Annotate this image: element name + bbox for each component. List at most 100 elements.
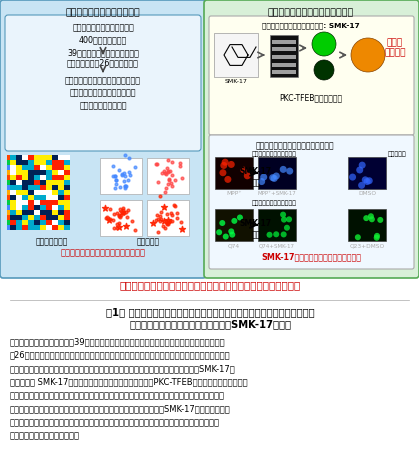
- Circle shape: [219, 220, 225, 226]
- Bar: [28, 200, 34, 205]
- Bar: [7, 185, 10, 190]
- Text: Q74: Q74: [228, 243, 240, 248]
- Point: [153, 217, 159, 224]
- Circle shape: [220, 162, 228, 169]
- Circle shape: [244, 172, 251, 179]
- Text: 主成分分析: 主成分分析: [137, 237, 160, 246]
- Point: [165, 218, 172, 225]
- Circle shape: [286, 216, 292, 222]
- Circle shape: [363, 215, 369, 221]
- Bar: [64, 155, 70, 160]
- Bar: [52, 225, 58, 230]
- Point: [127, 171, 134, 178]
- Point: [118, 212, 124, 219]
- Point: [172, 202, 179, 209]
- Point: [163, 164, 170, 171]
- Bar: [10, 205, 16, 210]
- Bar: [16, 160, 22, 165]
- Bar: [272, 47, 296, 50]
- Bar: [40, 185, 46, 190]
- Bar: [46, 190, 52, 195]
- Bar: [272, 63, 296, 67]
- Bar: [58, 205, 64, 210]
- Bar: [10, 175, 16, 180]
- FancyBboxPatch shape: [204, 0, 419, 278]
- Point: [116, 206, 123, 213]
- Text: オート
ファジー: オート ファジー: [384, 38, 406, 58]
- Point: [116, 211, 123, 218]
- Bar: [34, 195, 40, 200]
- Circle shape: [228, 161, 235, 168]
- Bar: [16, 155, 22, 160]
- Bar: [52, 220, 58, 225]
- Text: MPP⁺+SMK-17: MPP⁺+SMK-17: [258, 191, 296, 196]
- Point: [166, 217, 173, 225]
- Point: [172, 176, 178, 183]
- Bar: [10, 180, 16, 185]
- Point: [106, 206, 113, 213]
- Point: [119, 171, 125, 179]
- Bar: [7, 205, 10, 210]
- Bar: [147, 200, 189, 236]
- Point: [160, 218, 167, 225]
- Bar: [46, 180, 52, 185]
- Point: [158, 209, 165, 216]
- Point: [116, 183, 123, 190]
- Point: [163, 170, 170, 177]
- Circle shape: [237, 215, 243, 220]
- Point: [114, 220, 120, 227]
- Bar: [58, 225, 64, 230]
- Point: [153, 161, 159, 168]
- Point: [120, 210, 127, 217]
- Bar: [258, 157, 296, 189]
- Point: [102, 205, 109, 212]
- Point: [111, 210, 117, 217]
- Bar: [52, 165, 58, 170]
- Bar: [100, 200, 142, 236]
- Bar: [22, 195, 28, 200]
- Bar: [64, 185, 70, 190]
- Bar: [34, 220, 40, 225]
- Bar: [64, 205, 70, 210]
- Point: [169, 212, 176, 219]
- Point: [161, 203, 168, 211]
- Text: 「ケミカルバイオロジー」の手法で
オートファジー誘導パターンを
網羅的にプロファイル: 「ケミカルバイオロジー」の手法で オートファジー誘導パターンを 網羅的にプロファ…: [65, 76, 141, 110]
- Point: [123, 223, 130, 230]
- Bar: [214, 33, 258, 77]
- Circle shape: [220, 169, 226, 176]
- Bar: [10, 210, 16, 215]
- Point: [119, 209, 126, 216]
- Bar: [22, 215, 28, 220]
- Bar: [22, 155, 28, 160]
- Bar: [46, 165, 52, 170]
- Circle shape: [312, 32, 336, 56]
- Circle shape: [359, 162, 366, 169]
- Point: [126, 168, 132, 176]
- Bar: [58, 215, 64, 220]
- Point: [119, 170, 126, 177]
- Bar: [28, 170, 34, 175]
- Point: [107, 216, 114, 223]
- Point: [179, 174, 186, 181]
- Bar: [16, 200, 22, 205]
- Bar: [22, 190, 28, 195]
- Bar: [22, 205, 28, 210]
- Circle shape: [364, 178, 371, 185]
- Circle shape: [286, 167, 293, 175]
- Point: [117, 213, 124, 220]
- FancyBboxPatch shape: [209, 135, 414, 269]
- Text: PKC-TFEB経路を活性化: PKC-TFEB経路を活性化: [279, 93, 343, 102]
- Point: [129, 218, 135, 225]
- Bar: [16, 215, 22, 220]
- FancyBboxPatch shape: [5, 15, 201, 151]
- Bar: [215, 209, 253, 241]
- Point: [161, 224, 168, 231]
- Point: [123, 182, 129, 189]
- Bar: [22, 180, 28, 185]
- Point: [174, 209, 181, 216]
- Bar: [46, 200, 52, 205]
- Circle shape: [222, 159, 229, 166]
- Text: オートファジー誘導剤の探索: オートファジー誘導剤の探索: [66, 8, 140, 17]
- Point: [168, 217, 175, 225]
- Point: [164, 220, 171, 227]
